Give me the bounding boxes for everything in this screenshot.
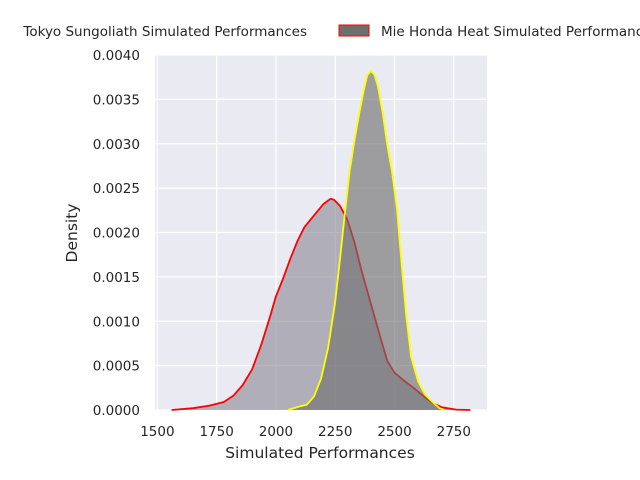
y-tick-label: 0.0035 (93, 92, 140, 108)
x-tick-label: 2000 (259, 424, 293, 440)
x-tick-labels: 1500 1750 2000 2250 2500 2750 (140, 424, 471, 440)
legend-swatch-series-2 (338, 24, 370, 37)
y-tick-label: 0.0010 (93, 314, 140, 330)
series-2-area (287, 71, 445, 410)
legend-label-series-1: Tokyo Sungoliath Simulated Performances (22, 24, 307, 40)
x-tick-label: 2750 (437, 424, 471, 440)
x-tick-label: 2500 (377, 424, 411, 440)
y-tick-label: 0.0015 (93, 270, 140, 286)
y-axis-title: Density (63, 204, 81, 263)
y-tick-label: 0.0030 (93, 137, 140, 153)
series-layer (171, 70, 471, 411)
x-tick-label: 1750 (199, 424, 233, 440)
series-2-line (287, 70, 445, 411)
x-tick-label: 2250 (318, 424, 352, 440)
y-tick-label: 0.0040 (93, 48, 140, 64)
y-tick-label: 0.0005 (93, 359, 140, 375)
x-tick-label: 1500 (140, 424, 174, 440)
legend-label-series-2: Mie Honda Heat Simulated Performances (381, 24, 640, 40)
series-1-area (171, 198, 471, 410)
y-tick-label: 0.0000 (93, 403, 140, 419)
legend: Tokyo Sungoliath Simulated Performances … (22, 24, 640, 40)
y-tick-label: 0.0025 (93, 181, 140, 197)
y-tick-label: 0.0020 (93, 226, 140, 242)
x-axis-title: Simulated Performances (225, 444, 415, 462)
y-tick-labels: 0.0000 0.0005 0.0010 0.0015 0.0020 0.0025 0.00… (93, 48, 140, 419)
